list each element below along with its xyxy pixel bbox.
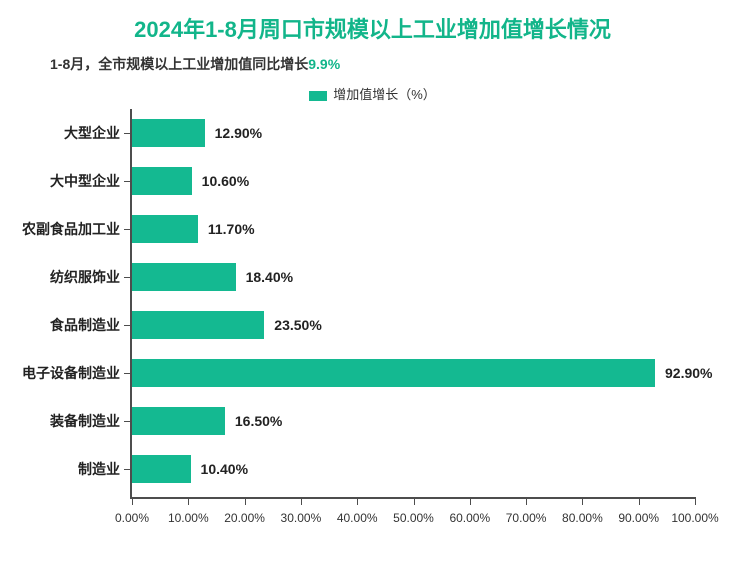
table-row: 电子设备制造业92.90% — [132, 359, 695, 387]
x-tick — [132, 497, 133, 505]
x-tick — [414, 497, 415, 505]
bar: 11.70% — [132, 215, 198, 243]
x-tick-label: 100.00% — [671, 511, 718, 525]
x-tick — [301, 497, 302, 505]
value-label: 10.60% — [192, 167, 249, 195]
table-row: 装备制造业16.50% — [132, 407, 695, 435]
x-tick-label: 30.00% — [281, 511, 322, 525]
bar: 10.60% — [132, 167, 192, 195]
bar-chart: 0.00%10.00%20.00%30.00%40.00%50.00%60.00… — [130, 109, 695, 529]
table-row: 纺织服饰业18.40% — [132, 263, 695, 291]
subtitle-prefix: 1-8月，全市规模以上工业增加值同比增长 — [50, 56, 308, 72]
y-tick — [124, 229, 132, 230]
chart-title: 2024年1-8月周口市规模以上工业增加值增长情况 — [0, 0, 745, 44]
value-label: 10.40% — [191, 455, 248, 483]
plot-area: 0.00%10.00%20.00%30.00%40.00%50.00%60.00… — [130, 109, 695, 499]
table-row: 大中型企业10.60% — [132, 167, 695, 195]
y-tick — [124, 181, 132, 182]
value-label: 92.90% — [655, 359, 712, 387]
legend-label: 增加值增长（%） — [333, 87, 436, 102]
x-tick — [470, 497, 471, 505]
bar: 18.40% — [132, 263, 236, 291]
category-label: 大中型企业 — [50, 167, 132, 195]
value-label: 18.40% — [236, 263, 293, 291]
x-tick — [582, 497, 583, 505]
x-tick-label: 60.00% — [449, 511, 490, 525]
x-tick — [357, 497, 358, 505]
value-label: 11.70% — [198, 215, 255, 243]
bar: 16.50% — [132, 407, 225, 435]
category-label: 大型企业 — [64, 119, 132, 147]
y-tick — [124, 373, 132, 374]
value-label: 16.50% — [225, 407, 282, 435]
legend-swatch — [309, 91, 327, 101]
bar: 10.40% — [132, 455, 191, 483]
chart-subtitle: 1-8月，全市规模以上工业增加值同比增长9.9% — [0, 44, 745, 74]
y-tick — [124, 277, 132, 278]
category-label: 纺织服饰业 — [50, 263, 132, 291]
bar: 23.50% — [132, 311, 264, 339]
x-tick-label: 10.00% — [168, 511, 209, 525]
table-row: 大型企业12.90% — [132, 119, 695, 147]
x-tick-label: 0.00% — [115, 511, 149, 525]
category-label: 电子设备制造业 — [22, 359, 132, 387]
x-tick-label: 40.00% — [337, 511, 378, 525]
x-tick-label: 50.00% — [393, 511, 434, 525]
legend: 增加值增长（%） — [0, 74, 745, 109]
table-row: 食品制造业23.50% — [132, 311, 695, 339]
y-tick — [124, 421, 132, 422]
x-tick — [639, 497, 640, 505]
x-tick-label: 70.00% — [506, 511, 547, 525]
x-tick — [526, 497, 527, 505]
subtitle-highlight: 9.9% — [308, 56, 340, 72]
value-label: 23.50% — [264, 311, 321, 339]
value-label: 12.90% — [205, 119, 262, 147]
category-label: 农副食品加工业 — [22, 215, 132, 243]
x-tick — [188, 497, 189, 505]
table-row: 农副食品加工业11.70% — [132, 215, 695, 243]
table-row: 制造业10.40% — [132, 455, 695, 483]
x-tick — [245, 497, 246, 505]
x-tick-label: 80.00% — [562, 511, 603, 525]
category-label: 装备制造业 — [50, 407, 132, 435]
y-tick — [124, 325, 132, 326]
category-label: 食品制造业 — [50, 311, 132, 339]
bar: 92.90% — [132, 359, 655, 387]
bar: 12.90% — [132, 119, 205, 147]
x-tick-label: 90.00% — [618, 511, 659, 525]
y-tick — [124, 133, 132, 134]
y-tick — [124, 469, 132, 470]
x-tick — [695, 497, 696, 505]
x-tick-label: 20.00% — [224, 511, 265, 525]
